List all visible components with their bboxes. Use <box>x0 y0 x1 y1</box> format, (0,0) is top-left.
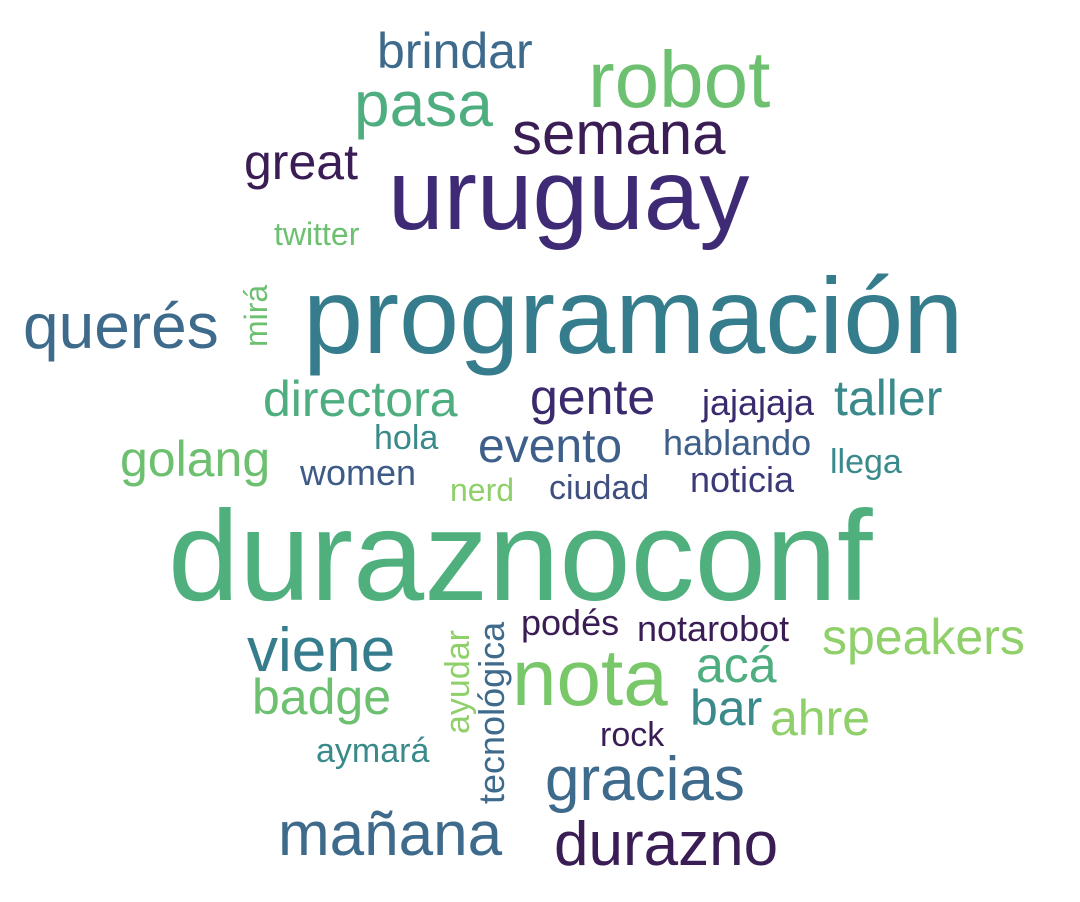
word-nota: nota <box>512 633 668 722</box>
word-twitter: twitter <box>274 216 360 252</box>
word-viene: viene <box>247 616 396 685</box>
word-programacion: programación <box>303 255 964 376</box>
word-tecnologica: tecnológica <box>471 621 512 804</box>
word-hola: hola <box>374 419 439 457</box>
word-uruguay: uruguay <box>388 139 750 251</box>
word-pasa: pasa <box>354 68 493 140</box>
word-speakers: speakers <box>822 609 1025 665</box>
word-evento: evento <box>478 420 623 473</box>
word-robot: robot <box>588 35 771 124</box>
word-nerd: nerd <box>450 472 515 508</box>
word-notarobot: notarobot <box>637 608 790 649</box>
word-gente: gente <box>530 369 656 425</box>
word-golang: golang <box>120 431 271 487</box>
word-llega: llega <box>830 443 902 481</box>
word-duraznoconf: duraznoconf <box>168 485 873 628</box>
word-great: great <box>244 134 358 190</box>
word-taller: taller <box>834 370 943 426</box>
word-ahre: ahre <box>770 690 871 746</box>
word-noticia: noticia <box>690 459 795 500</box>
word-brindar: brindar <box>377 23 533 79</box>
word-manana: mañana <box>278 800 503 869</box>
word-jajajaja: jajajaja <box>702 382 815 423</box>
word-durazno: durazno <box>554 810 779 879</box>
word-ciudad: ciudad <box>549 469 650 507</box>
word-gracias: gracias <box>545 745 745 814</box>
word-queres: querés <box>23 290 219 362</box>
word-semana: semana <box>512 100 726 167</box>
word-women: women <box>300 452 417 493</box>
word-mira: mirá <box>238 284 274 347</box>
word-bar: bar <box>690 680 763 736</box>
word-rock: rock <box>600 716 665 754</box>
word-aca: acá <box>696 637 777 693</box>
word-podes: podés <box>521 602 620 643</box>
word-badge: badge <box>252 669 392 725</box>
word-aymara: aymará <box>316 732 430 770</box>
word-ayudar: ayudar <box>439 630 477 734</box>
word-directora: directora <box>263 371 458 427</box>
word-hablando: hablando <box>663 422 812 463</box>
